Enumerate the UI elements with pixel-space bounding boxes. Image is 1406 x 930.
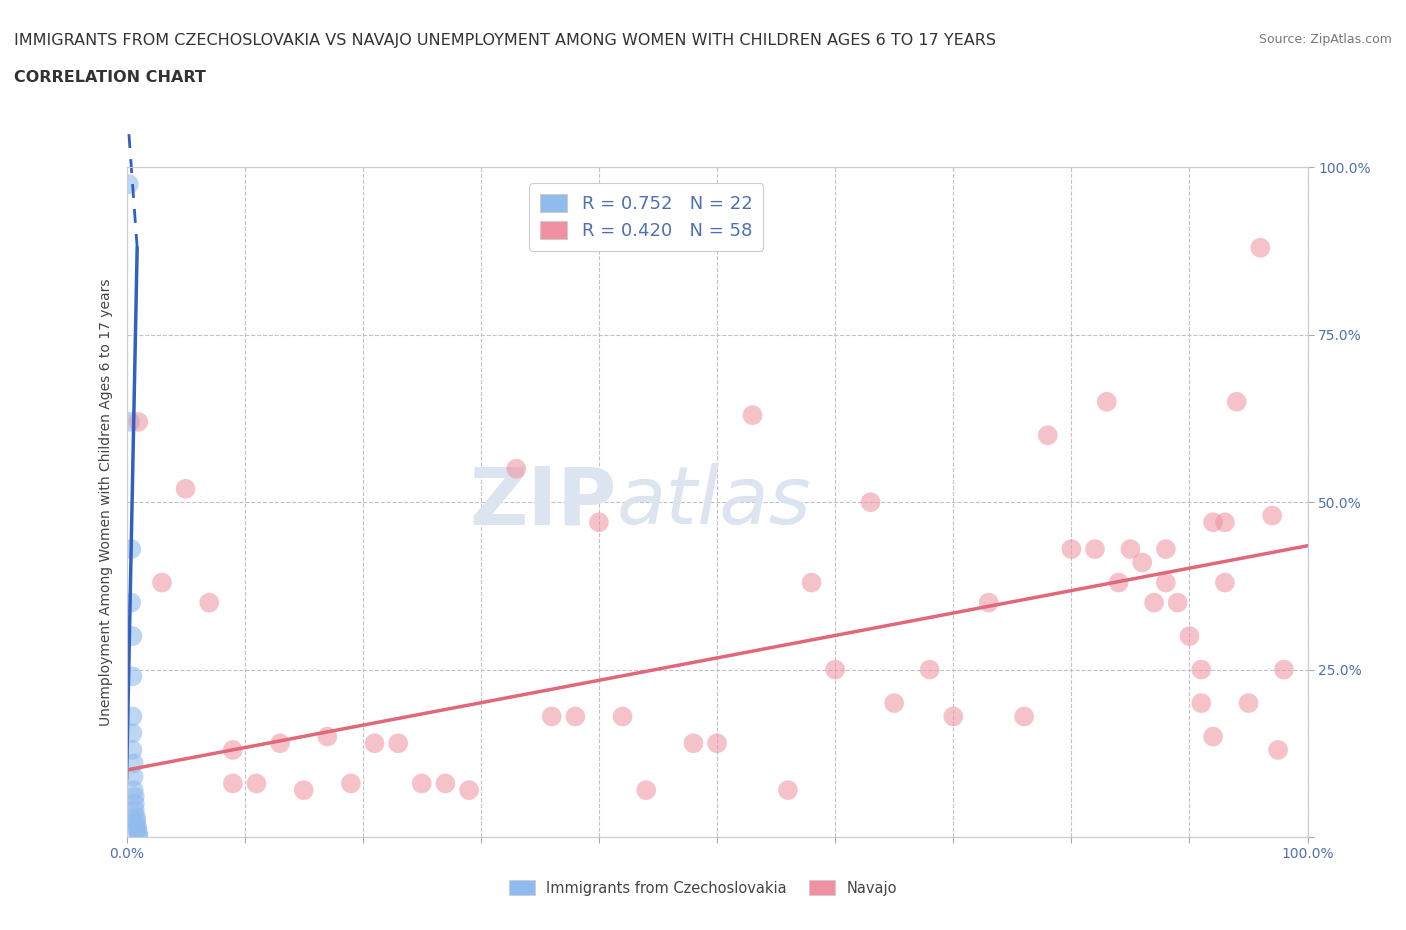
Point [121,725,143,740]
Point [245,776,267,790]
Point [1154,541,1177,556]
Point [222,742,245,757]
Point [127,415,149,430]
Point [122,783,145,798]
Point [1226,394,1249,409]
Point [127,819,149,834]
Point [1012,709,1035,724]
Point [540,709,562,724]
Text: Source: ZipAtlas.com: Source: ZipAtlas.com [1258,33,1392,46]
Point [124,790,146,804]
Point [636,783,658,798]
Point [124,796,146,811]
Point [387,736,409,751]
Point [1154,575,1177,590]
Point [1202,729,1225,744]
Point [883,696,905,711]
Point [411,776,433,790]
Point [1036,428,1059,443]
Point [150,575,173,590]
Point [1272,662,1295,677]
Y-axis label: Unemployment Among Women with Children Ages 6 to 17 years: Unemployment Among Women with Children A… [100,278,114,726]
Point [1095,394,1118,409]
Point [458,783,481,798]
Point [120,415,142,430]
Point [292,783,315,798]
Point [1143,595,1166,610]
Point [120,595,142,610]
Point [127,829,149,844]
Point [942,709,965,724]
Point [121,669,143,684]
Point [118,177,141,192]
Point [682,736,704,751]
Point [125,809,148,824]
Point [564,709,586,724]
Point [1213,515,1236,530]
Point [1267,742,1289,757]
Point [1178,629,1201,644]
Point [612,709,634,724]
Point [120,541,142,556]
Point [363,736,385,751]
Point [1060,541,1083,556]
Text: atlas: atlas [617,463,811,541]
Point [340,776,363,790]
Point [706,736,728,751]
Point [127,823,149,838]
Point [1189,696,1212,711]
Point [1202,515,1225,530]
Point [125,817,148,831]
Point [1249,240,1271,255]
Point [800,575,823,590]
Point [124,803,146,817]
Point [824,662,846,677]
Point [127,826,149,841]
Point [269,736,291,751]
Point [1119,541,1142,556]
Point [1261,508,1284,523]
Point [741,407,763,422]
Point [1237,696,1260,711]
Point [1084,541,1107,556]
Legend: R = 0.752   N = 22, R = 0.420   N = 58: R = 0.752 N = 22, R = 0.420 N = 58 [529,183,763,251]
Point [316,729,339,744]
Point [859,495,882,510]
Point [1213,575,1236,590]
Point [222,776,245,790]
Point [434,776,457,790]
Point [1167,595,1189,610]
Point [1108,575,1130,590]
Point [122,756,145,771]
Point [174,482,197,497]
Point [977,595,1000,610]
Point [121,709,143,724]
Legend: Immigrants from Czechoslovakia, Navajo: Immigrants from Czechoslovakia, Navajo [503,874,903,902]
Point [1130,555,1153,570]
Point [1189,662,1212,677]
Text: ZIP: ZIP [470,463,617,541]
Point [776,783,799,798]
Point [121,742,143,757]
Point [121,629,143,644]
Point [198,595,221,610]
Point [588,515,610,530]
Point [918,662,941,677]
Point [125,813,148,828]
Text: CORRELATION CHART: CORRELATION CHART [14,70,205,85]
Point [505,461,527,476]
Text: IMMIGRANTS FROM CZECHOSLOVAKIA VS NAVAJO UNEMPLOYMENT AMONG WOMEN WITH CHILDREN : IMMIGRANTS FROM CZECHOSLOVAKIA VS NAVAJO… [14,33,995,47]
Point [122,769,145,784]
